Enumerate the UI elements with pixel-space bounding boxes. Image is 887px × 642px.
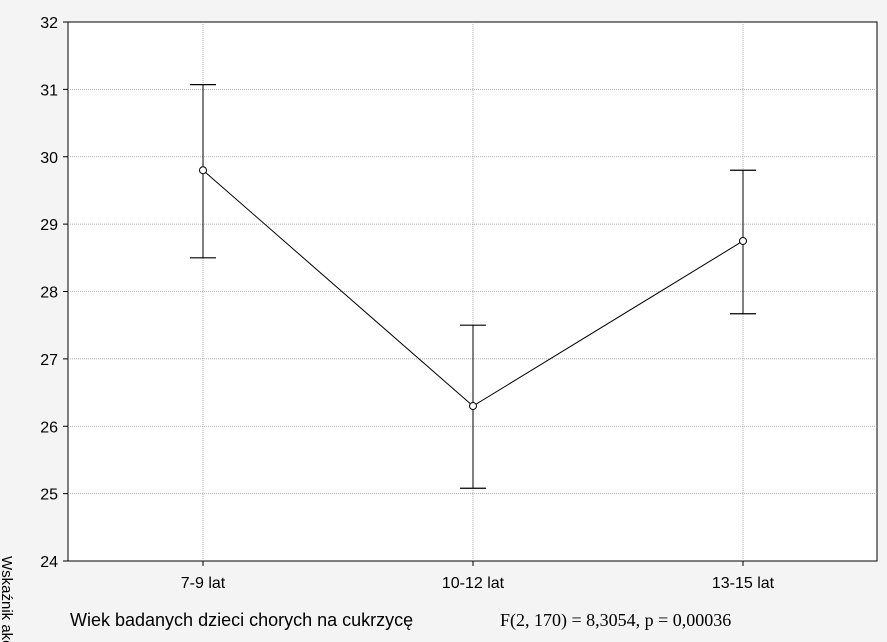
x-tick-label: 13-15 lat [712,575,775,592]
data-point [739,236,747,245]
y-tick-label: 24 [40,554,58,571]
y-tick-label: 27 [40,352,58,369]
y-tick-label: 31 [40,82,58,99]
x-tick-label: 10-12 lat [442,575,505,592]
data-point [199,166,207,175]
series-group [190,84,756,489]
y-axis-label: Wskaźnik akcep [0,556,15,642]
x-axis: 7-9 lat 10-12 lat 13-15 lat [181,561,775,592]
x-axis-label: Wiek badanych dzieci chorych na cukrzycę [70,610,413,630]
y-tick-label: 28 [40,285,58,302]
y-tick-label: 25 [40,487,58,504]
y-tick-label: 30 [40,150,58,167]
y-axis: 24 25 26 27 28 29 30 31 32 [40,15,68,571]
y-tick-label: 26 [40,419,58,436]
x-tick-label: 7-9 lat [181,575,226,592]
data-point [469,402,477,411]
y-tick-label: 32 [40,15,58,32]
statistic-annotation: F(2, 170) = 8,3054, p = 0,00036 [500,610,731,631]
y-tick-label: 29 [40,217,58,234]
